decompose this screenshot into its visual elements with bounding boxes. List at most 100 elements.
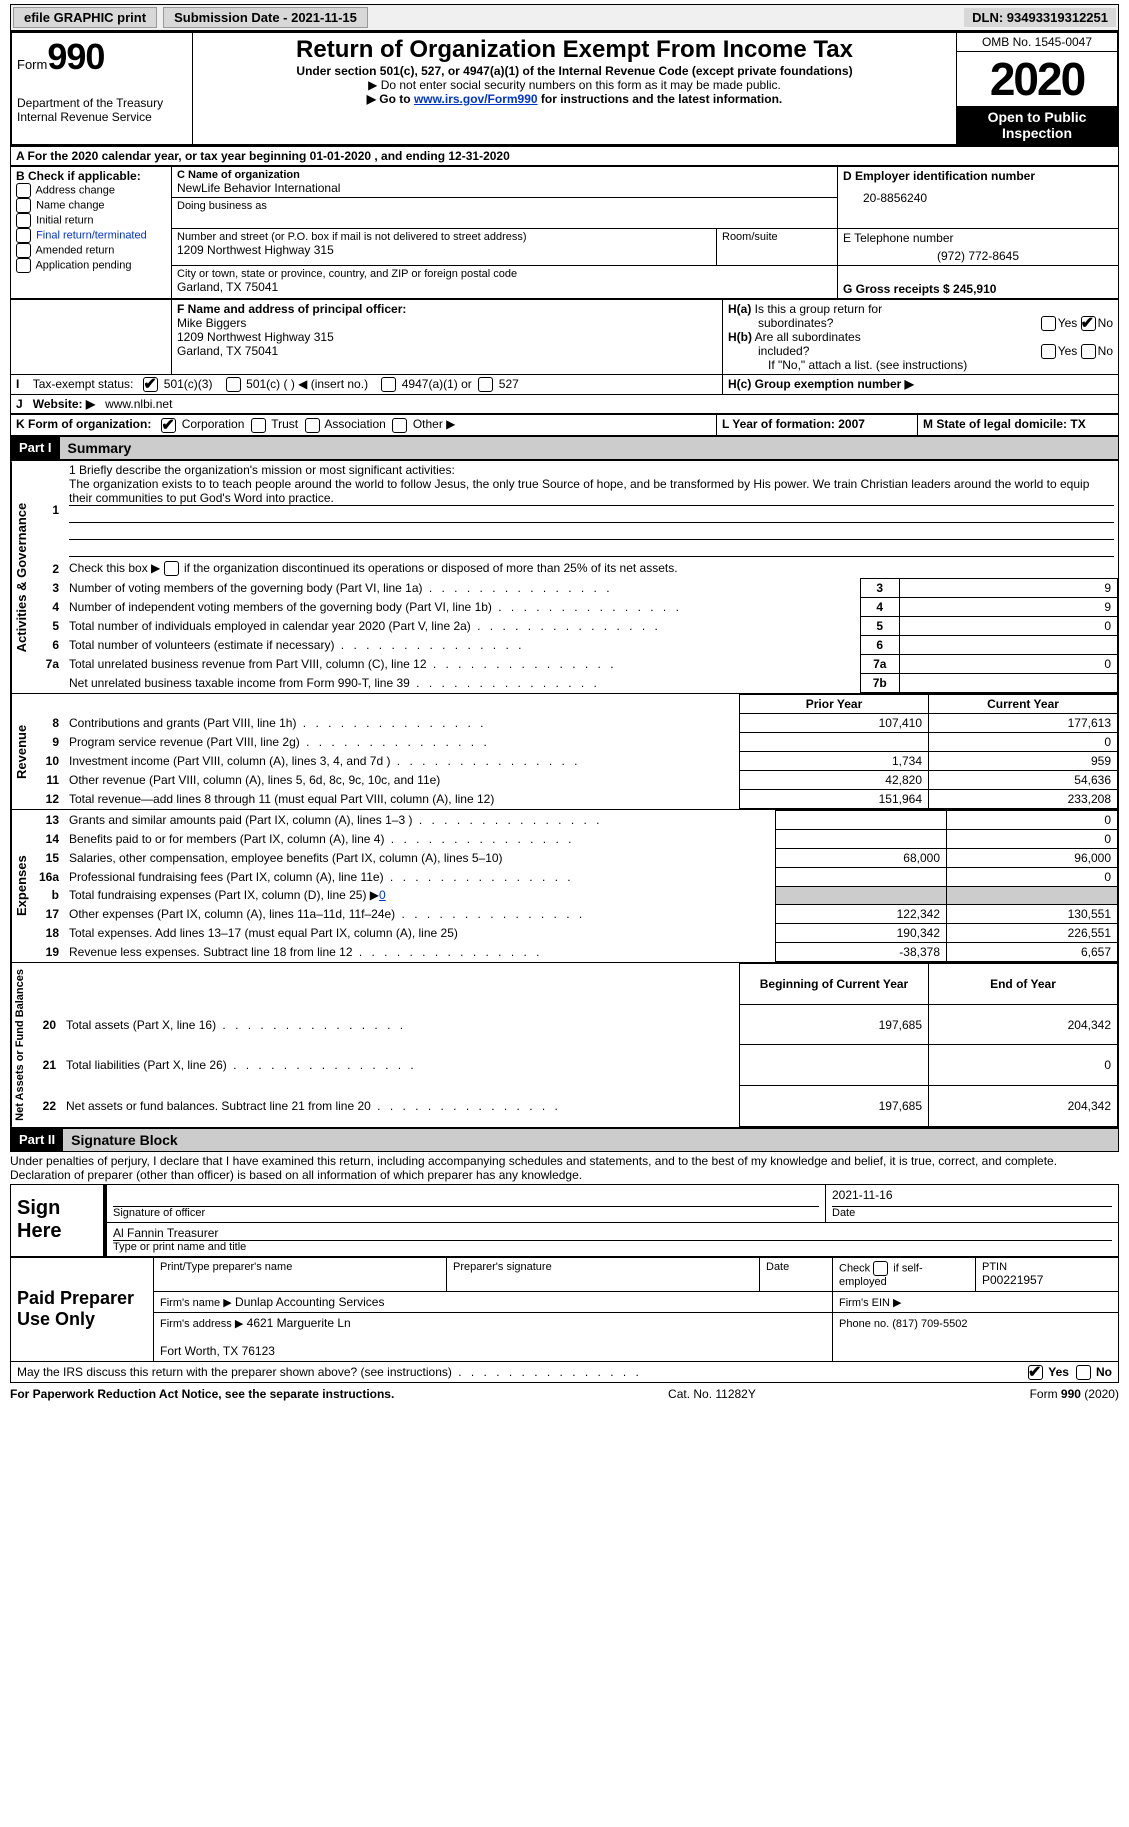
org-form-section: K Form of organization: Corporation Trus… <box>10 414 1119 435</box>
hb-yes[interactable] <box>1041 344 1056 359</box>
pra-notice: For Paperwork Reduction Act Notice, see … <box>10 1387 394 1401</box>
line10: Investment income (Part VIII, column (A)… <box>65 751 740 770</box>
officer-section: F Name and address of principal officer:… <box>10 299 1119 414</box>
dba-label: Doing business as <box>177 200 832 212</box>
line20: Total assets (Part X, line 16) <box>62 1004 740 1045</box>
line18: Total expenses. Add lines 13–17 (must eq… <box>65 923 776 942</box>
irs-link[interactable]: www.irs.gov/Form990 <box>414 92 538 106</box>
discuss-yes[interactable] <box>1028 1365 1043 1380</box>
box-f-label: F Name and address of principal officer: <box>177 302 717 316</box>
paid-preparer-label: Paid Preparer Use Only <box>17 1288 147 1330</box>
line9: Program service revenue (Part VIII, line… <box>65 732 740 751</box>
chk-app-pending[interactable] <box>16 258 31 273</box>
hb-no[interactable] <box>1081 344 1096 359</box>
box-j-label: Website: ▶ <box>33 397 95 411</box>
form-number: Form990 <box>17 36 187 78</box>
line7b: Net unrelated business taxable income fr… <box>65 673 860 692</box>
top-bar: efile GRAPHIC print Submission Date - 20… <box>10 4 1119 31</box>
chk-527[interactable] <box>478 377 493 392</box>
entity-section: B Check if applicable: Address change Na… <box>10 166 1119 299</box>
form-title: Return of Organization Exempt From Incom… <box>198 36 951 64</box>
box-k-label: K Form of organization: <box>16 417 151 431</box>
box-l: L Year of formation: 2007 <box>722 417 865 431</box>
line1-label: 1 Briefly describe the organization's mi… <box>69 463 455 477</box>
line21: Total liabilities (Part X, line 26) <box>62 1045 740 1086</box>
begin-year-hdr: Beginning of Current Year <box>740 963 929 1004</box>
chk-discontinued[interactable] <box>164 561 179 576</box>
line6: Total number of volunteers (estimate if … <box>65 635 860 654</box>
current-year-hdr: Current Year <box>929 694 1118 713</box>
omb-number: OMB No. 1545-0047 <box>957 33 1117 52</box>
line19: Revenue less expenses. Subtract line 18 … <box>65 942 776 961</box>
subtitle-3: ▶ Go to www.irs.gov/Form990 for instruct… <box>198 92 951 106</box>
line13: Grants and similar amounts paid (Part IX… <box>65 810 776 829</box>
side-netassets: Net Assets or Fund Balances <box>11 963 28 1127</box>
chk-assoc[interactable] <box>305 418 320 433</box>
org-name: NewLife Behavior International <box>177 181 832 195</box>
box-i-label: Tax-exempt status: <box>33 377 134 391</box>
chk-501c3[interactable] <box>143 377 158 392</box>
addr-label: Number and street (or P.O. box if mail i… <box>177 231 711 243</box>
discuss-row: May the IRS discuss this return with the… <box>10 1362 1119 1383</box>
end-year-hdr: End of Year <box>929 963 1118 1004</box>
h-a: H(a) Is this a group return for subordin… <box>728 302 1113 330</box>
ha-yes[interactable] <box>1041 316 1056 331</box>
side-expenses: Expenses <box>11 810 31 962</box>
subtitle-1: Under section 501(c), 527, or 4947(a)(1)… <box>198 64 951 78</box>
box-g: G Gross receipts $ 245,910 <box>843 268 1113 296</box>
city-state-zip: Garland, TX 75041 <box>177 280 832 294</box>
mission-text: The organization exists to to teach peop… <box>69 477 1114 506</box>
firm-phone: Phone no. (817) 709-5502 <box>839 1318 967 1330</box>
line22: Net assets or fund balances. Subtract li… <box>62 1086 740 1127</box>
declaration: Under penalties of perjury, I declare th… <box>10 1152 1119 1184</box>
firm-ein-label: Firm's EIN ▶ <box>839 1297 902 1309</box>
cat-no: Cat. No. 11282Y <box>668 1387 756 1401</box>
dept-treasury: Department of the Treasury Internal Reve… <box>17 96 187 124</box>
ptin: P00221957 <box>982 1273 1112 1287</box>
box-m: M State of legal domicile: TX <box>923 417 1086 431</box>
chk-amended[interactable] <box>16 243 31 258</box>
ptin-label: PTIN <box>982 1261 1112 1273</box>
line12: Total revenue—add lines 8 through 11 (mu… <box>65 789 740 808</box>
officer-addr: 1209 Northwest Highway 315 Garland, TX 7… <box>177 330 717 358</box>
website: www.nlbi.net <box>105 397 172 411</box>
line15: Salaries, other compensation, employee b… <box>65 848 776 867</box>
chk-self-employed[interactable] <box>873 1261 888 1276</box>
footer: For Paperwork Reduction Act Notice, see … <box>10 1383 1119 1405</box>
telephone: (972) 772-8645 <box>843 245 1113 263</box>
open-inspection: Open to Public Inspection <box>957 106 1117 144</box>
header-table: Form990 Department of the Treasury Inter… <box>10 31 1119 146</box>
date-label: Date <box>832 1207 1112 1219</box>
line5: Total number of individuals employed in … <box>65 616 860 635</box>
firm-addr-label: Firm's address ▶ <box>160 1318 243 1330</box>
discuss-no[interactable] <box>1076 1365 1091 1380</box>
efile-print-button[interactable]: efile GRAPHIC print <box>13 7 157 28</box>
firm-name-label: Firm's name ▶ <box>160 1297 232 1309</box>
box-c-label: C Name of organization <box>177 169 832 181</box>
sign-here-label: Sign Here <box>17 1197 97 1243</box>
chk-address-change[interactable] <box>16 183 31 198</box>
h-c: H(c) Group exemption number ▶ <box>728 377 914 391</box>
check-self-employed: Check if self-employed <box>839 1261 969 1288</box>
line14: Benefits paid to or for members (Part IX… <box>65 829 776 848</box>
prep-date-label: Date <box>766 1261 826 1273</box>
chk-trust[interactable] <box>251 418 266 433</box>
chk-4947[interactable] <box>381 377 396 392</box>
chk-other[interactable] <box>392 418 407 433</box>
chk-name-change[interactable] <box>16 198 31 213</box>
line16b: Total fundraising expenses (Part IX, col… <box>65 886 776 904</box>
row-a-period: A For the 2020 calendar year, or tax yea… <box>10 146 1119 166</box>
h-b: H(b) Are all subordinates included? Yes … <box>728 330 1113 358</box>
subtitle-2: ▶ Do not enter social security numbers o… <box>198 78 951 92</box>
ha-no[interactable] <box>1081 316 1096 331</box>
chk-final-return[interactable] <box>16 228 31 243</box>
submission-date: Submission Date - 2021-11-15 <box>163 7 368 28</box>
h-note: If "No," attach a list. (see instruction… <box>728 358 1113 372</box>
chk-corp[interactable] <box>161 418 176 433</box>
fundraising-link[interactable]: 0 <box>379 888 386 902</box>
part2-header: Part II Signature Block <box>10 1128 1119 1152</box>
prep-sig-label: Preparer's signature <box>453 1261 753 1273</box>
box-e-label: E Telephone number <box>843 231 1113 245</box>
chk-501c[interactable] <box>226 377 241 392</box>
chk-initial-return[interactable] <box>16 213 31 228</box>
